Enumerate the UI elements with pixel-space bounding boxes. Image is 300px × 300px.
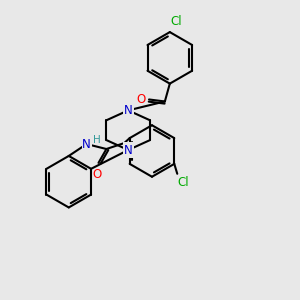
Text: O: O (137, 93, 146, 106)
Text: Cl: Cl (177, 176, 189, 189)
Text: N: N (82, 138, 91, 151)
Text: H: H (92, 135, 100, 145)
Text: N: N (124, 143, 133, 157)
Text: O: O (93, 168, 102, 181)
Text: N: N (124, 104, 133, 117)
Text: Cl: Cl (171, 15, 182, 28)
